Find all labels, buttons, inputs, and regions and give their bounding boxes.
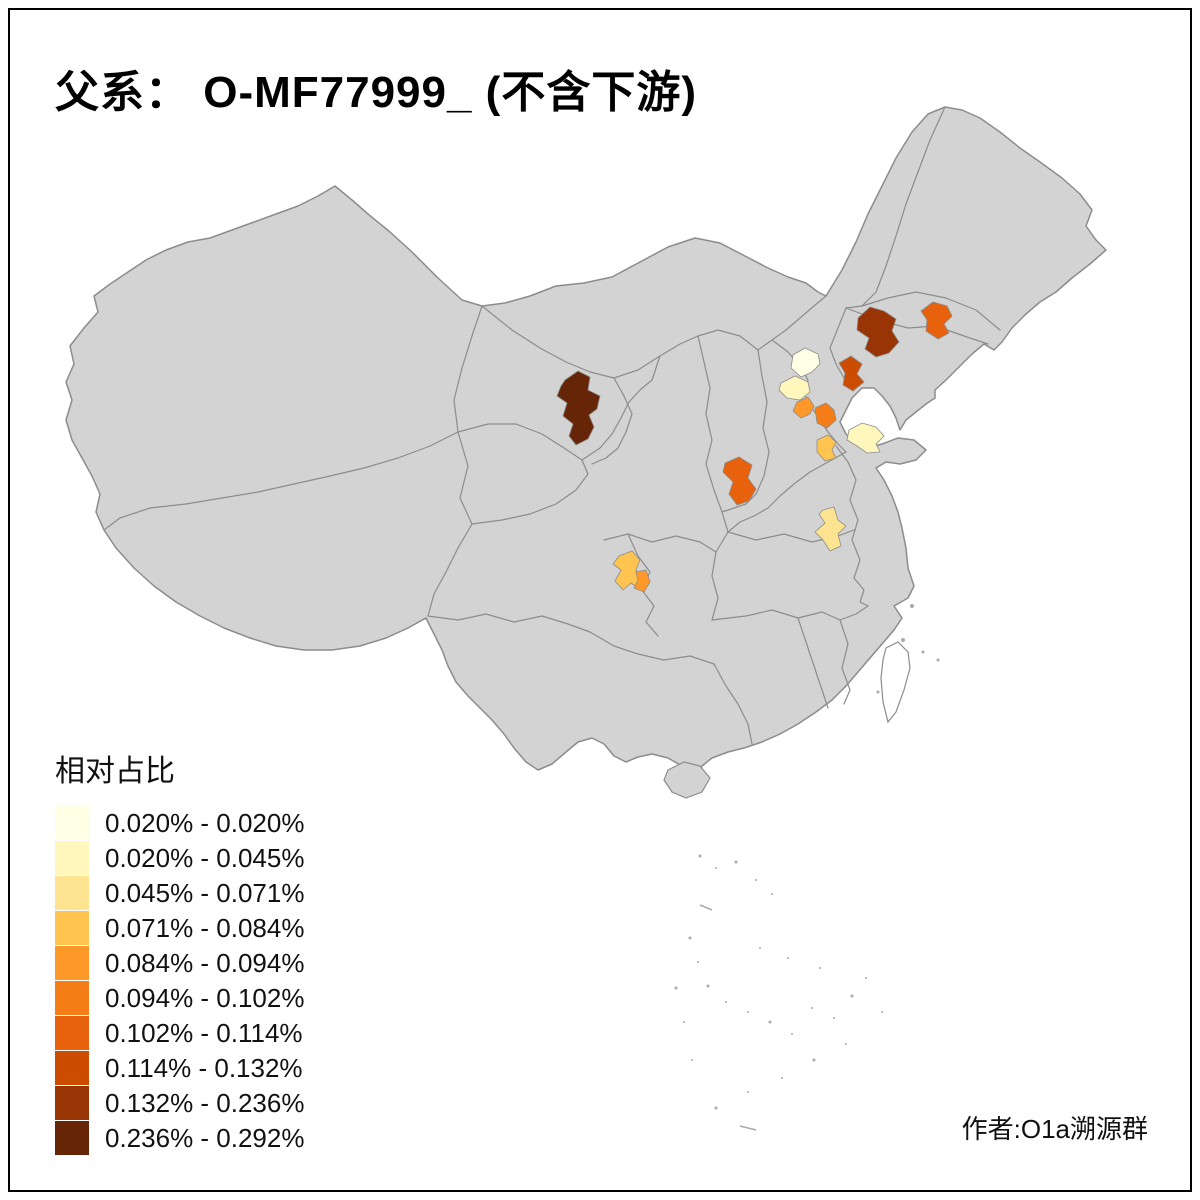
- china-outline: [65, 106, 1107, 791]
- legend-swatch-1: [55, 806, 89, 840]
- hainan-island: [663, 761, 711, 799]
- sea-islets: [674, 604, 940, 1131]
- legend-title: 相对占比: [55, 755, 175, 788]
- legend-label-8: 0.114% - 0.132%: [105, 1052, 303, 1083]
- legend-row-8: 0.114% - 0.132%: [55, 1051, 304, 1085]
- legend-label-4: 0.071% - 0.084%: [105, 912, 305, 943]
- legend-row-6: 0.094% - 0.102%: [55, 981, 304, 1015]
- legend-label-1: 0.020% - 0.020%: [105, 807, 305, 838]
- map-region-hebei-xingtai: [816, 434, 837, 462]
- legend-swatch-6: [55, 981, 89, 1015]
- map-region-gansu: [556, 370, 601, 446]
- legend: 相对占比 0.020% - 0.020% 0.020% - 0.045% 0.045…: [55, 746, 304, 1156]
- highlighted-regions: [556, 301, 953, 593]
- map-region-hebei-central: [778, 375, 811, 401]
- map-region-south-liaoning: [838, 355, 865, 392]
- author-credit: 作者:O1a溯源群: [961, 1114, 1148, 1144]
- legend-swatch-10: [55, 1121, 89, 1155]
- legend-swatch-8: [55, 1051, 89, 1085]
- legend-items: 0.020% - 0.020% 0.020% - 0.045% 0.045% - 0…: [55, 806, 304, 1155]
- legend-row-4: 0.071% - 0.084%: [55, 911, 304, 945]
- legend-label-5: 0.084% - 0.094%: [105, 947, 305, 978]
- legend-label-7: 0.102% - 0.114%: [105, 1017, 303, 1048]
- map-region-henan-east: [814, 506, 847, 552]
- taiwan-island: [880, 641, 911, 724]
- legend-swatch-3: [55, 876, 89, 910]
- map-region-shandong-north: [846, 422, 885, 454]
- map-region-beijing: [790, 347, 821, 378]
- legend-row-3: 0.045% - 0.071%: [55, 876, 304, 910]
- legend-label-9: 0.132% - 0.236%: [105, 1087, 305, 1118]
- legend-row-1: 0.020% - 0.020%: [55, 806, 304, 840]
- legend-label-6: 0.094% - 0.102%: [105, 982, 305, 1013]
- legend-label-3: 0.045% - 0.071%: [105, 877, 305, 908]
- legend-row-10: 0.236% - 0.292%: [55, 1121, 304, 1155]
- legend-swatch-5: [55, 946, 89, 980]
- map-region-chongqing-east: [633, 569, 651, 593]
- map-region-west-liaoning: [856, 306, 900, 358]
- legend-row-5: 0.084% - 0.094%: [55, 946, 304, 980]
- legend-row-9: 0.132% - 0.236%: [55, 1086, 304, 1120]
- legend-label-10: 0.236% - 0.292%: [105, 1122, 305, 1153]
- legend-row-7: 0.102% - 0.114%: [55, 1016, 304, 1050]
- map-region-shanxi-south: [722, 456, 757, 506]
- legend-swatch-9: [55, 1086, 89, 1120]
- legend-row-2: 0.020% - 0.045%: [55, 841, 304, 875]
- legend-swatch-2: [55, 841, 89, 875]
- map-region-chongqing: [612, 550, 645, 591]
- legend-swatch-7: [55, 1016, 89, 1050]
- map-region-hebei-south-1: [792, 396, 815, 419]
- map-title: 父系： O-MF77999_ (不含下游): [55, 68, 697, 117]
- legend-label-2: 0.020% - 0.045%: [105, 842, 305, 873]
- map-region-hebei-south-2: [814, 402, 837, 429]
- legend-swatch-4: [55, 911, 89, 945]
- map-region-jilin: [920, 301, 953, 340]
